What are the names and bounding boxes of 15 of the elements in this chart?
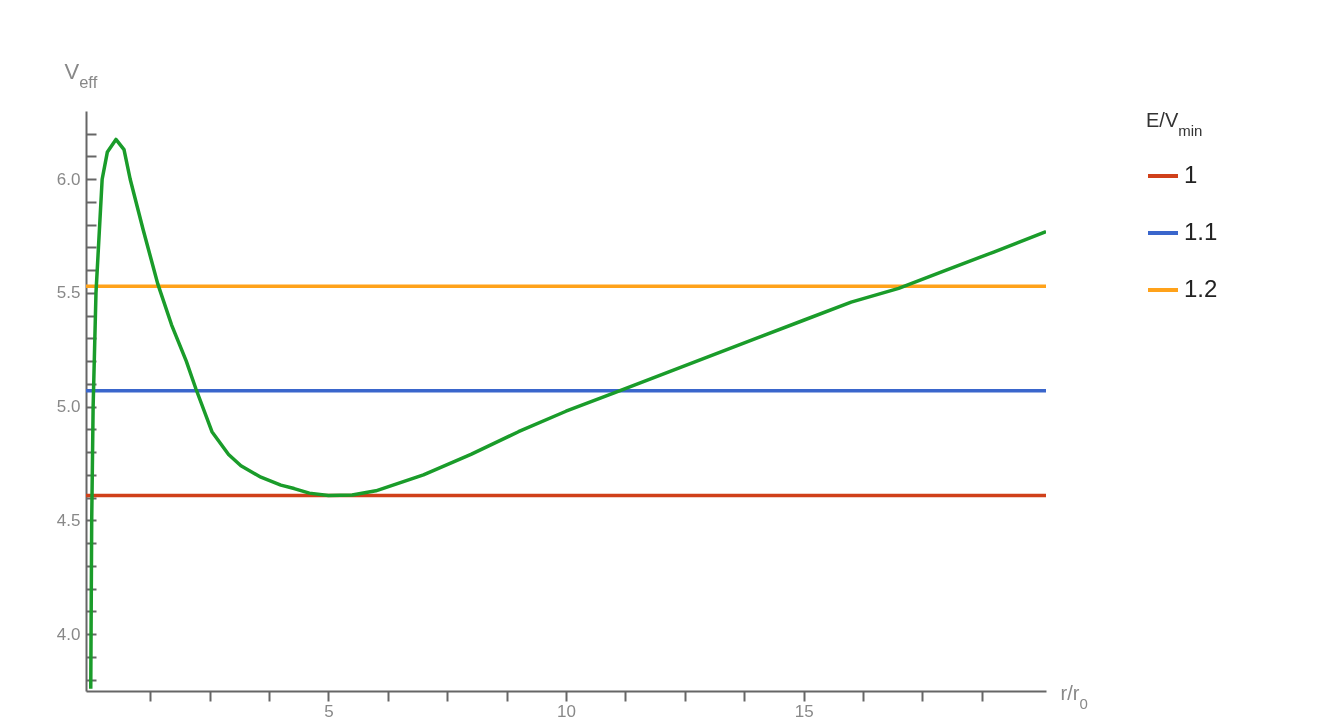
x-tick-label: 15 [794, 701, 814, 719]
legend-label: 1 [1184, 161, 1198, 188]
x-tick-label: 10 [557, 701, 576, 719]
legend-title: E/V$_{min}$ [1146, 109, 1203, 139]
x-tick-label: 5 [324, 701, 334, 719]
y-axis-title: V$_{eff}$ [64, 58, 98, 91]
y-tick-label: 5.0 [56, 397, 81, 417]
y-tick-label: 4.0 [56, 624, 81, 644]
y-tick-label: 6.0 [56, 169, 81, 189]
x-axis-title: r/r$_{0}$ [1060, 681, 1088, 711]
y-tick-label: 4.5 [56, 510, 81, 530]
line-series [89, 137, 1046, 691]
legend-label: 1.1 [1184, 218, 1218, 245]
legend-label: 1.2 [1184, 275, 1218, 302]
y-tick-label: 5.5 [56, 283, 81, 303]
